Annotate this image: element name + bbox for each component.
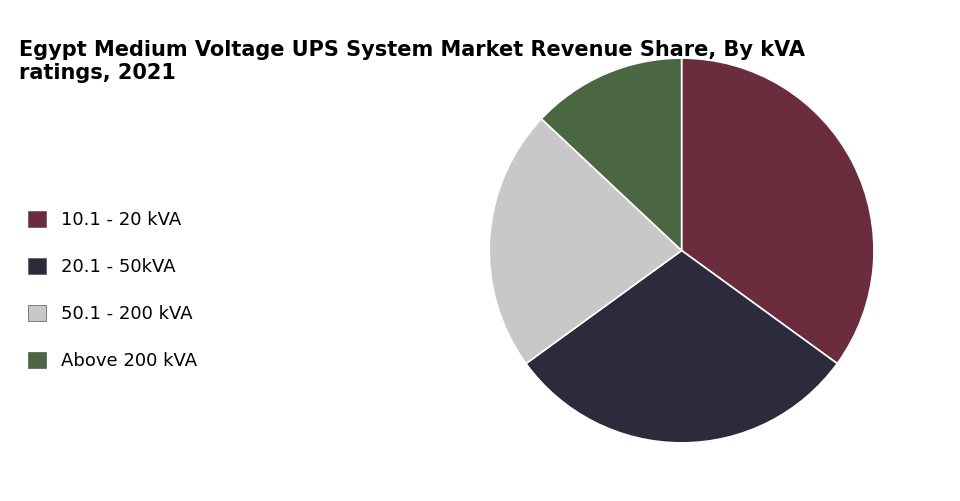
Legend: 10.1 - 20 kVA, 20.1 - 50kVA, 50.1 - 200 kVA, Above 200 kVA: 10.1 - 20 kVA, 20.1 - 50kVA, 50.1 - 200 … <box>28 211 197 370</box>
Wedge shape <box>526 250 837 443</box>
Wedge shape <box>682 58 874 364</box>
Wedge shape <box>490 119 682 364</box>
Text: Egypt Medium Voltage UPS System Market Revenue Share, By kVA
ratings, 2021: Egypt Medium Voltage UPS System Market R… <box>19 40 805 83</box>
Wedge shape <box>541 58 682 250</box>
